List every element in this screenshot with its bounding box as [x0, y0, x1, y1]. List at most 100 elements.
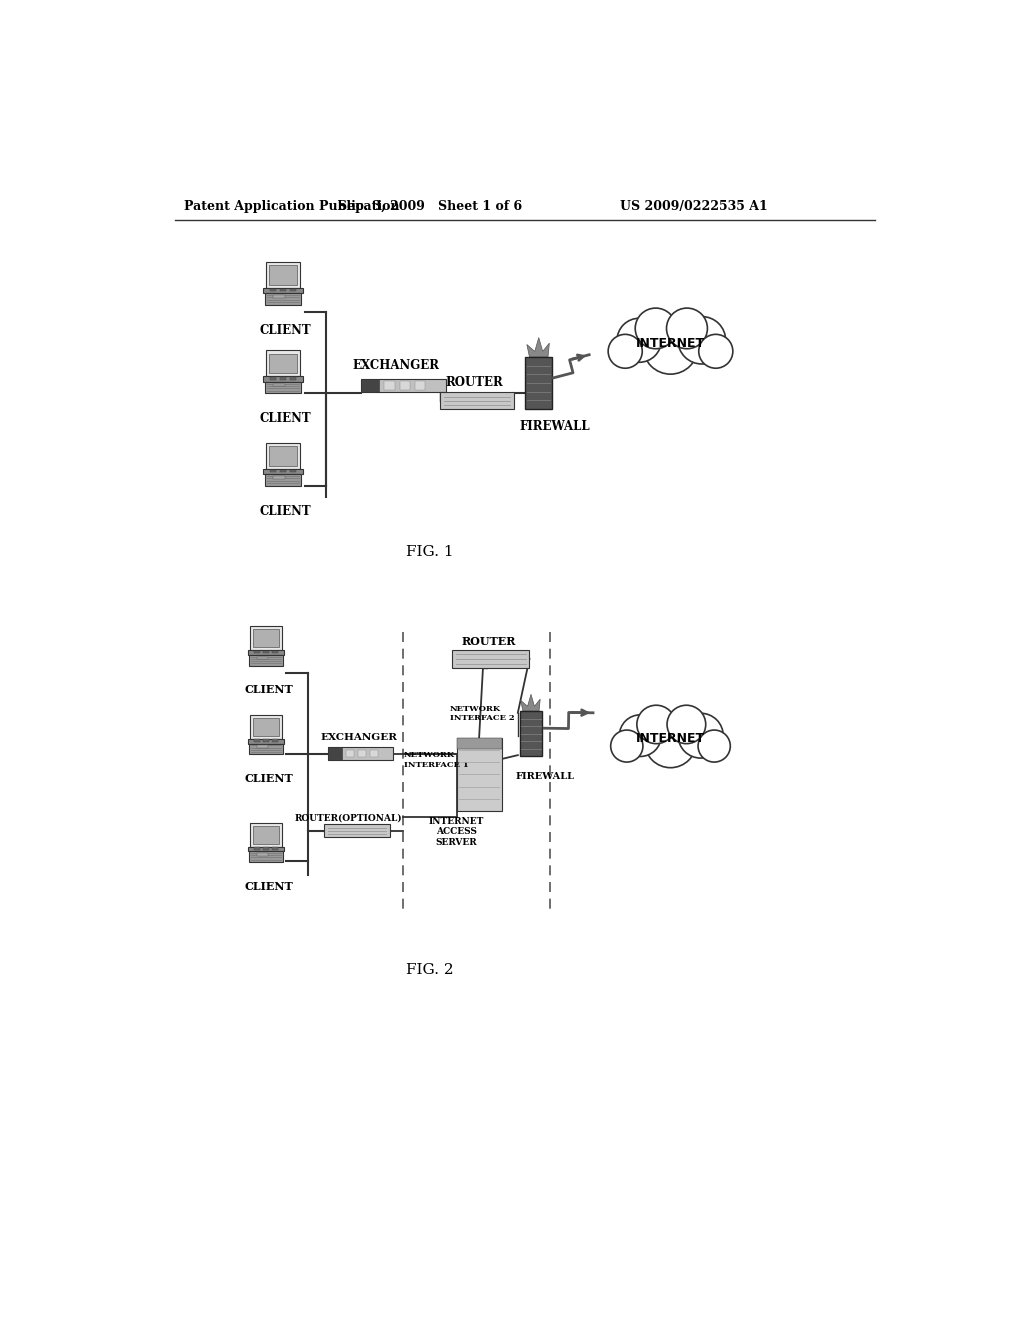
Bar [253, 718, 279, 735]
Bar [346, 750, 354, 758]
Text: US 2009/0222535 A1: US 2009/0222535 A1 [620, 199, 768, 213]
Text: ROUTER: ROUTER [445, 376, 504, 389]
Circle shape [635, 308, 676, 348]
Bar [273, 477, 285, 479]
Bar [265, 381, 301, 393]
Bar [370, 750, 378, 758]
Bar [360, 379, 379, 392]
Circle shape [617, 318, 662, 362]
Polygon shape [520, 694, 541, 711]
Bar [525, 356, 552, 409]
Text: ROUTER: ROUTER [461, 636, 516, 647]
Bar [254, 739, 260, 742]
Bar [384, 381, 394, 391]
Polygon shape [526, 338, 549, 356]
Bar [457, 738, 502, 748]
Bar [254, 651, 260, 653]
Text: EXCHANGER: EXCHANGER [352, 359, 439, 372]
Text: ROUTER(OPTIONAL): ROUTER(OPTIONAL) [295, 814, 402, 822]
Bar [248, 651, 284, 655]
Bar [266, 350, 300, 376]
Circle shape [637, 705, 676, 743]
Bar [248, 846, 284, 851]
Circle shape [698, 334, 733, 368]
Circle shape [608, 334, 642, 368]
Circle shape [645, 717, 696, 768]
Bar [440, 392, 514, 409]
Bar [263, 288, 303, 293]
Circle shape [667, 308, 708, 348]
Bar [263, 376, 303, 381]
Bar [399, 381, 410, 391]
Bar [266, 261, 300, 288]
Text: NETWORK
INTERFACE 2: NETWORK INTERFACE 2 [450, 705, 514, 722]
Bar [272, 847, 279, 850]
Text: CLIENT: CLIENT [245, 684, 293, 696]
Bar [257, 853, 267, 855]
Bar [360, 379, 445, 392]
Circle shape [610, 730, 643, 762]
Text: INTERNET: INTERNET [636, 731, 706, 744]
Bar [272, 651, 279, 653]
Text: CLIENT: CLIENT [245, 774, 293, 784]
Circle shape [620, 715, 662, 756]
Bar [266, 442, 300, 469]
Bar [270, 470, 276, 473]
Bar [273, 384, 285, 387]
Bar [249, 655, 283, 665]
Bar [280, 378, 287, 380]
Bar [328, 747, 393, 760]
Text: FIG. 2: FIG. 2 [407, 964, 454, 977]
Bar [250, 822, 282, 846]
Circle shape [698, 730, 730, 762]
Text: INTERNET: INTERNET [636, 337, 706, 350]
Text: CLIENT: CLIENT [260, 506, 311, 517]
Text: CLIENT: CLIENT [260, 412, 311, 425]
Text: NETWORK
INTERFACE 1: NETWORK INTERFACE 1 [403, 751, 469, 768]
Text: FIREWALL: FIREWALL [515, 772, 574, 781]
Circle shape [667, 705, 706, 743]
Bar [263, 469, 303, 474]
Bar [273, 296, 285, 298]
Bar [415, 381, 425, 391]
Bar [263, 651, 269, 653]
Bar [270, 378, 276, 380]
Circle shape [643, 319, 697, 374]
Text: Sep. 3, 2009   Sheet 1 of 6: Sep. 3, 2009 Sheet 1 of 6 [338, 199, 522, 213]
Bar [263, 847, 269, 850]
Bar [249, 851, 283, 862]
Text: Patent Application Publication: Patent Application Publication [183, 199, 399, 213]
Text: EXCHANGER: EXCHANGER [321, 733, 397, 742]
Text: CLIENT: CLIENT [260, 323, 311, 337]
Bar [280, 289, 287, 292]
Bar [265, 293, 301, 305]
Bar [263, 739, 269, 742]
Bar [280, 470, 287, 473]
Text: CLIENT: CLIENT [245, 880, 293, 892]
Bar [290, 378, 296, 380]
Text: FIREWALL: FIREWALL [519, 420, 590, 433]
Bar [357, 750, 366, 758]
Bar [324, 825, 389, 837]
Bar [265, 474, 301, 486]
Bar [269, 354, 297, 374]
Circle shape [678, 713, 723, 758]
Bar [290, 470, 296, 473]
Bar [452, 649, 529, 668]
Bar [253, 825, 279, 843]
Bar [250, 714, 282, 739]
Bar [328, 747, 342, 760]
Bar [254, 847, 260, 850]
Bar [272, 739, 279, 742]
Bar [270, 289, 276, 292]
Text: INTERNET
ACCESS
SERVER: INTERNET ACCESS SERVER [429, 817, 484, 846]
Bar [253, 630, 279, 647]
Bar [269, 446, 297, 466]
Bar [248, 739, 284, 743]
Bar [257, 657, 267, 659]
Bar [519, 711, 543, 756]
Bar [290, 289, 296, 292]
Bar [457, 738, 502, 810]
Bar [249, 743, 283, 755]
Bar [250, 626, 282, 651]
